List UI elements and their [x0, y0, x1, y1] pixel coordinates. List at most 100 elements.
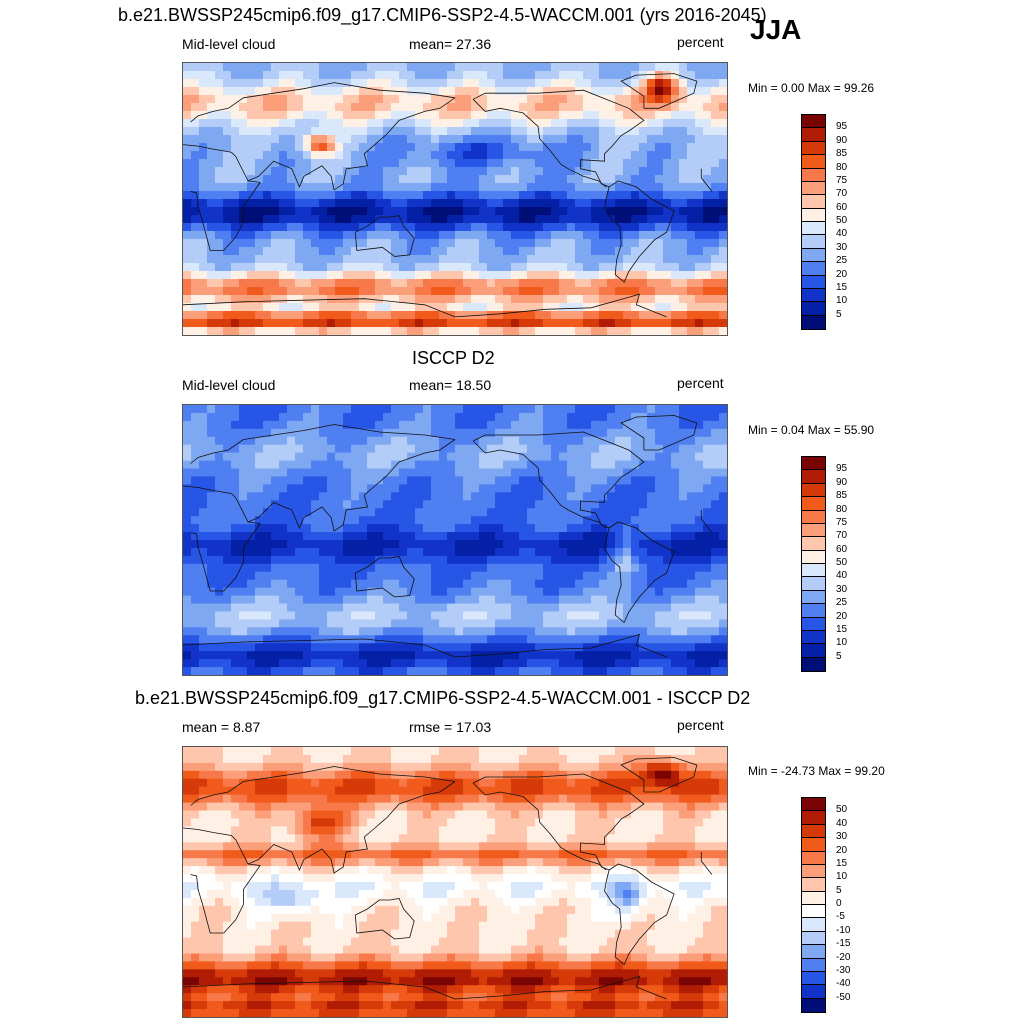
map-cell [719, 762, 727, 772]
map-cell [647, 159, 656, 168]
map-cell [439, 635, 448, 644]
map-cell [335, 223, 344, 232]
map-cell [695, 239, 704, 248]
map-cell [287, 452, 296, 462]
map-cell [495, 279, 504, 288]
map-cell [263, 311, 272, 320]
map-cell [479, 327, 488, 335]
map-cell [623, 167, 632, 176]
map-cell [271, 95, 280, 104]
map-cell [407, 747, 416, 756]
map-cell [199, 255, 208, 264]
map-cell [311, 405, 320, 414]
map-cell [407, 476, 416, 486]
map-cell [527, 747, 536, 756]
map-cell [351, 87, 360, 96]
map-cell [583, 508, 592, 517]
map-cell [183, 492, 192, 501]
map-cell [575, 500, 584, 509]
map-cell [287, 619, 296, 628]
map-cell [223, 476, 232, 486]
map-cell [495, 151, 504, 160]
map-cell [351, 127, 360, 136]
map-cell [351, 103, 360, 112]
map-cell [615, 263, 624, 272]
map-cell [639, 420, 648, 430]
map-cell [279, 119, 288, 128]
map-cell [471, 63, 480, 72]
map-cell [351, 770, 360, 780]
map-cell [575, 255, 584, 264]
map-cell [455, 547, 464, 557]
map-cell [599, 111, 608, 120]
map-cell [695, 532, 704, 541]
map-cell [287, 103, 296, 112]
map-cell [279, 71, 288, 80]
map-cell [367, 492, 376, 501]
map-cell [631, 271, 640, 280]
map-cell [431, 532, 440, 541]
map-cell [215, 484, 224, 493]
map-cell [455, 436, 464, 446]
map-cell [367, 207, 376, 216]
map-cell [479, 460, 488, 470]
map-cell [191, 516, 200, 525]
map-cell [383, 484, 392, 493]
map-cell [431, 412, 440, 422]
map-cell [255, 516, 264, 525]
map-cell [223, 239, 232, 248]
map-cell [711, 119, 720, 128]
map-cell [663, 619, 672, 628]
map-cell [423, 532, 432, 541]
map-cell [207, 532, 216, 541]
map-cell [679, 405, 688, 414]
map-cell [703, 183, 712, 192]
map-cell [431, 295, 440, 304]
map-cell [351, 135, 360, 144]
map-cell [247, 199, 256, 208]
map-cell [591, 587, 600, 597]
map-cell [575, 199, 584, 208]
map-cell [519, 103, 528, 112]
map-cell [583, 191, 592, 200]
map-cell [447, 215, 456, 224]
map-cell [703, 651, 712, 660]
map-cell [647, 476, 656, 486]
map-cell [575, 223, 584, 232]
map-cell [495, 412, 504, 422]
map-cell [543, 405, 552, 414]
map-cell [295, 87, 304, 96]
map-cell [375, 239, 384, 248]
map-cell [399, 247, 408, 256]
map-cell [391, 500, 400, 509]
map-cell [359, 279, 368, 288]
map-cell [655, 311, 664, 320]
map-cell [199, 619, 208, 628]
map-cell [431, 127, 440, 136]
map-cell [455, 651, 464, 660]
map-cell [295, 476, 304, 486]
map-cell [663, 215, 672, 224]
map-cell [519, 255, 528, 264]
map-cell [375, 215, 384, 224]
map-cell [663, 747, 672, 756]
map-cell [255, 239, 264, 248]
map-cell [431, 436, 440, 446]
map-cell [599, 579, 608, 589]
map-cell [599, 63, 608, 72]
colorbar-swatch [802, 590, 825, 605]
map-cell [623, 119, 632, 128]
map-cell [295, 595, 304, 605]
map-cell [359, 135, 368, 144]
map-cell [487, 103, 496, 112]
map-cell [199, 207, 208, 216]
map-cell [527, 167, 536, 176]
map-cell [399, 524, 408, 533]
map-cell [527, 508, 536, 517]
map-cell [639, 263, 648, 272]
map-cell [583, 239, 592, 248]
map-cell [279, 436, 288, 446]
map-cell [647, 303, 656, 312]
map-cell [231, 71, 240, 80]
map-cell [519, 111, 528, 120]
